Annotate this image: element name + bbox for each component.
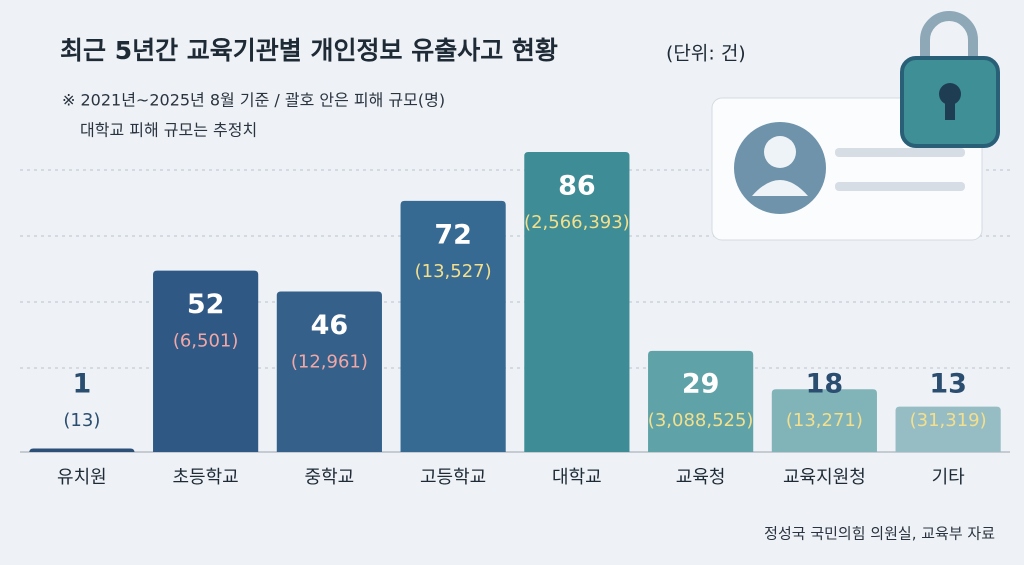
lock-shackle: [920, 11, 978, 62]
note: 대학교 피해 규모는 추정치: [80, 121, 257, 140]
source: 정성국 국민의힘 의원실, 교육부 자료: [764, 525, 995, 543]
note: ※ 2021년~2025년 8월 기준 / 괄호 안은 피해 규모(명): [62, 91, 445, 110]
avatar-body: [752, 180, 808, 196]
chart-title: 최근 5년간 교육기관별 개인정보 유출사고 현황: [60, 36, 558, 65]
value-label: 18: [806, 369, 844, 400]
card-line: [835, 148, 965, 157]
victim-label: (31,319): [910, 410, 987, 431]
bar: [276, 291, 382, 452]
x-tick-label: 기타: [932, 467, 966, 488]
keyhole: [945, 98, 955, 120]
bar: [771, 389, 877, 452]
keyhole: [939, 83, 961, 105]
value-label: 29: [682, 369, 720, 400]
x-tick-label: 유치원: [57, 467, 107, 488]
bar: [29, 448, 135, 453]
value-label: 72: [434, 219, 472, 250]
victim-label: (2,566,393): [524, 212, 630, 233]
victim-label: (12,961): [291, 352, 368, 373]
x-tick-label: 교육청: [676, 467, 726, 488]
value-label: 13: [929, 369, 967, 400]
value-label: 52: [187, 289, 225, 320]
bar: [648, 350, 754, 452]
illustration: [711, 11, 1000, 241]
unit: (단위: 건): [666, 43, 746, 65]
victim-label: (13,271): [786, 410, 863, 431]
victim-label: (3,088,525): [648, 410, 754, 431]
value-label: 1: [72, 369, 91, 400]
value-label: 86: [558, 171, 596, 202]
x-tick-label: 대학교: [552, 467, 602, 488]
bar: [400, 200, 506, 452]
x-tick-label: 초등학교: [173, 467, 239, 488]
value-label: 46: [311, 310, 349, 341]
x-tick-label: 교육지원청: [783, 467, 866, 488]
bar: [153, 270, 259, 452]
victim-label: (13): [63, 410, 100, 431]
x-tick-label: 고등학교: [420, 467, 486, 488]
victim-label: (13,527): [415, 261, 492, 282]
victim-label: (6,501): [173, 331, 239, 352]
bar: [524, 152, 630, 452]
bar: [895, 406, 1001, 452]
x-tick-label: 중학교: [305, 467, 355, 488]
avatar-head: [764, 136, 796, 168]
card-line: [835, 182, 965, 191]
